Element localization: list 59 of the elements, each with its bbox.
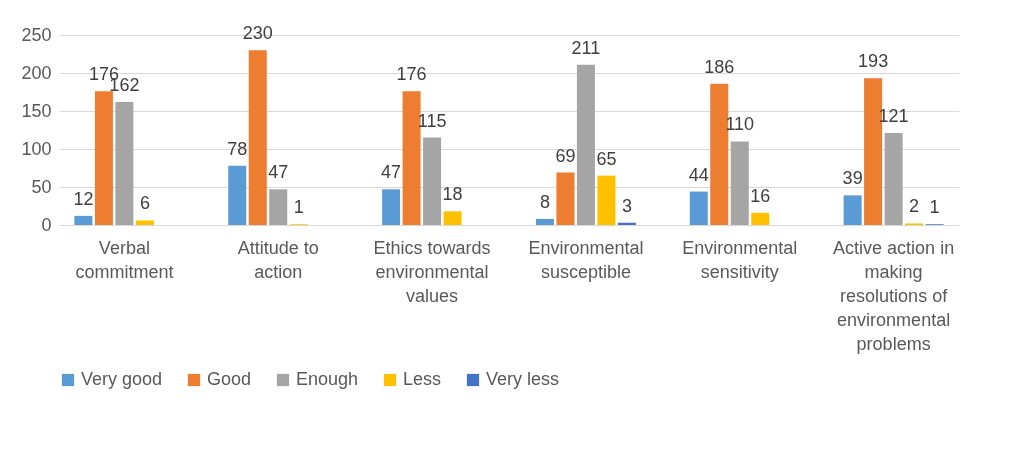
bar bbox=[443, 211, 462, 225]
data-label: 44 bbox=[688, 164, 709, 185]
data-label: 1 bbox=[293, 197, 304, 218]
data-label: 65 bbox=[596, 148, 617, 169]
bar bbox=[556, 172, 575, 225]
bar bbox=[597, 175, 616, 225]
data-label: 176 bbox=[396, 64, 427, 85]
bar bbox=[228, 165, 247, 225]
data-label: 18 bbox=[442, 184, 463, 205]
y-tick-label: 50 bbox=[31, 176, 52, 197]
y-tick-label: 150 bbox=[21, 100, 52, 121]
y-tick-label: 200 bbox=[21, 62, 52, 83]
bar bbox=[269, 189, 288, 225]
bar bbox=[730, 141, 749, 225]
legend-label: Very good bbox=[81, 369, 163, 389]
legend-label: Very less bbox=[486, 369, 560, 389]
data-label: 1 bbox=[929, 197, 940, 218]
data-label: 47 bbox=[268, 162, 289, 183]
bar bbox=[74, 215, 93, 225]
data-label: 3 bbox=[621, 195, 632, 216]
data-label: 193 bbox=[858, 51, 889, 72]
bar bbox=[710, 83, 729, 225]
data-label: 230 bbox=[242, 23, 273, 44]
data-label: 186 bbox=[704, 56, 735, 77]
bar bbox=[843, 195, 862, 225]
data-label: 211 bbox=[571, 37, 601, 58]
data-label: 12 bbox=[73, 188, 94, 209]
bar bbox=[402, 91, 421, 225]
bar bbox=[884, 133, 903, 225]
y-tick-label: 100 bbox=[21, 138, 52, 159]
x-tick-label: Ethics towards environmental values bbox=[373, 237, 491, 306]
x-tick-label: Environmental susceptible bbox=[528, 237, 644, 282]
x-tick-label: Verbal commitment bbox=[75, 237, 174, 282]
bar bbox=[689, 191, 708, 225]
legend-label: Less bbox=[403, 369, 442, 389]
bar bbox=[94, 91, 113, 225]
y-tick-label: 250 bbox=[21, 24, 52, 45]
y-tick-label: 0 bbox=[41, 214, 52, 235]
bar bbox=[135, 220, 154, 225]
data-label: 16 bbox=[750, 185, 771, 206]
data-label: 69 bbox=[555, 145, 576, 166]
data-label: 78 bbox=[227, 138, 248, 159]
bar bbox=[576, 64, 595, 225]
data-label: 47 bbox=[381, 162, 402, 183]
bar bbox=[423, 137, 442, 225]
legend-label: Enough bbox=[296, 369, 359, 389]
bar bbox=[535, 218, 554, 225]
x-tick-label: Active action in making resolutions of environmental problems bbox=[833, 237, 955, 354]
bar bbox=[115, 101, 134, 225]
legend-label: Good bbox=[207, 369, 252, 389]
x-tick-label: Attitude to action bbox=[237, 237, 319, 282]
bar bbox=[751, 212, 770, 225]
data-label: 6 bbox=[139, 193, 150, 214]
data-label: 8 bbox=[539, 191, 550, 212]
x-tick-label: Environmental sensitivity bbox=[682, 237, 798, 282]
data-label: 39 bbox=[842, 168, 863, 189]
bar bbox=[248, 50, 267, 225]
data-label: 2 bbox=[909, 196, 920, 217]
bar bbox=[382, 189, 401, 225]
